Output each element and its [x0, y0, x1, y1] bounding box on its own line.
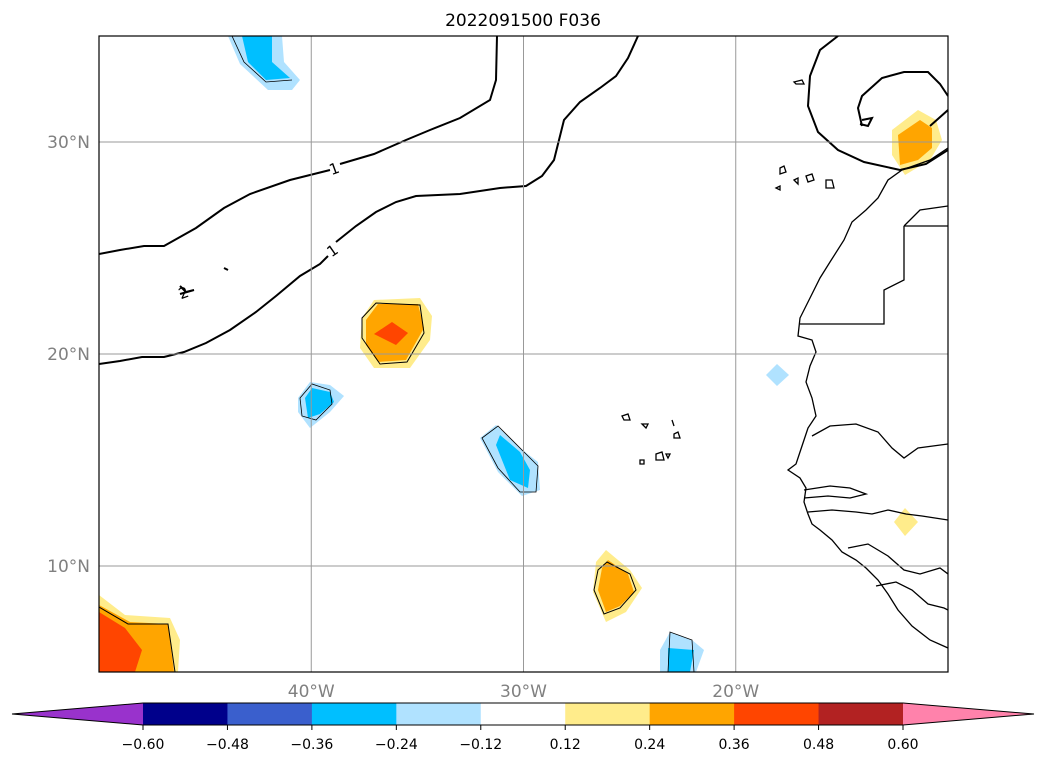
chart-title: 2022091500 F036 — [445, 11, 601, 31]
contour-line — [339, 36, 498, 165]
anomaly-blob-core — [668, 648, 694, 672]
anomaly-blob-core — [242, 36, 290, 80]
colorbar-tick-label: −0.36 — [290, 737, 333, 753]
contour-line — [335, 36, 639, 243]
colorbar-segment — [143, 703, 228, 725]
colorbar-segment — [734, 703, 820, 725]
anomaly-blob-core — [374, 322, 408, 345]
colorbar-segment — [480, 703, 566, 725]
anomaly-blob-mid — [598, 560, 634, 612]
x-tick-label: 20°W — [712, 682, 759, 702]
contour-line — [99, 255, 329, 365]
contour-line — [179, 285, 195, 295]
y-tick-label: 20°N — [47, 345, 90, 365]
border-western-sahara — [800, 226, 905, 325]
anomaly-blob-core — [99, 612, 142, 672]
y-tick-label: 10°N — [47, 557, 90, 577]
anomaly-blob-outer — [894, 508, 918, 536]
anomaly-contour — [231, 36, 293, 83]
border-sierra-leone — [875, 581, 948, 611]
border-guinea-bissau — [807, 509, 948, 521]
colorbar-tick-label: 0.60 — [887, 737, 918, 753]
colorbar-segment — [396, 703, 482, 725]
anomaly-contour — [593, 561, 637, 615]
anomaly-blob-core — [496, 435, 530, 488]
anomaly-contour — [481, 425, 539, 493]
colorbar-extend-high — [903, 703, 1034, 725]
anomaly-blob-outer — [766, 364, 789, 386]
anomaly-blob-core — [305, 388, 334, 418]
coastlines — [621, 79, 948, 649]
contour-line — [859, 116, 874, 128]
colorbar: −0.60 −0.48 −0.36 −0.24 −0.12 0.12 0.24 0.36 0.4… — [11, 702, 1035, 753]
colorbar-tick-label: 0.12 — [550, 737, 581, 753]
cape-verde-islands — [621, 413, 681, 465]
gridlines — [99, 36, 948, 672]
contour-line — [806, 36, 948, 172]
axis-labels: 40°W 30°W 20°W 10°N 20°N 30°N — [47, 133, 759, 702]
colorbar-tick-label: −0.24 — [375, 737, 418, 753]
canary-islands — [774, 165, 835, 192]
border-gambia — [803, 485, 869, 499]
anomaly-contour — [99, 606, 176, 672]
map-frame — [98, 35, 949, 673]
colorbar-segment — [565, 703, 651, 725]
border-mali-senegal — [811, 423, 948, 459]
colorbar-segment — [649, 703, 735, 725]
africa-coastline — [786, 147, 948, 649]
anomaly-contour — [299, 383, 333, 421]
x-tick-label: 40°W — [288, 682, 335, 702]
contour-line — [223, 267, 229, 271]
colorbar-segment — [818, 703, 904, 725]
colorbar-segment — [227, 703, 313, 725]
colorbar-tick-label: 0.24 — [634, 737, 665, 753]
colorbar-extend-low — [12, 703, 143, 725]
colorbar-tick-label: −0.48 — [206, 737, 249, 753]
line-contours — [99, 36, 948, 365]
colorbar-tick-label: 0.48 — [803, 737, 834, 753]
x-tick-label: 30°W — [500, 682, 547, 702]
colorbar-tick-label: 0.36 — [719, 737, 750, 753]
contour-line — [929, 109, 948, 127]
map-area: 1 1 2 — [99, 36, 948, 672]
colorbar-tick-label: −0.12 — [459, 737, 502, 753]
colorbar-tick-label: −0.60 — [122, 737, 165, 753]
contour-line — [99, 169, 331, 255]
contour-line — [856, 71, 948, 127]
border-guinea — [847, 543, 948, 575]
border-mauritania — [903, 205, 948, 227]
anomaly-contour — [361, 302, 425, 365]
anomaly-contour — [667, 631, 695, 672]
colorbar-segment — [311, 703, 397, 725]
madeira-island — [792, 79, 806, 85]
y-tick-label: 30°N — [47, 133, 90, 153]
